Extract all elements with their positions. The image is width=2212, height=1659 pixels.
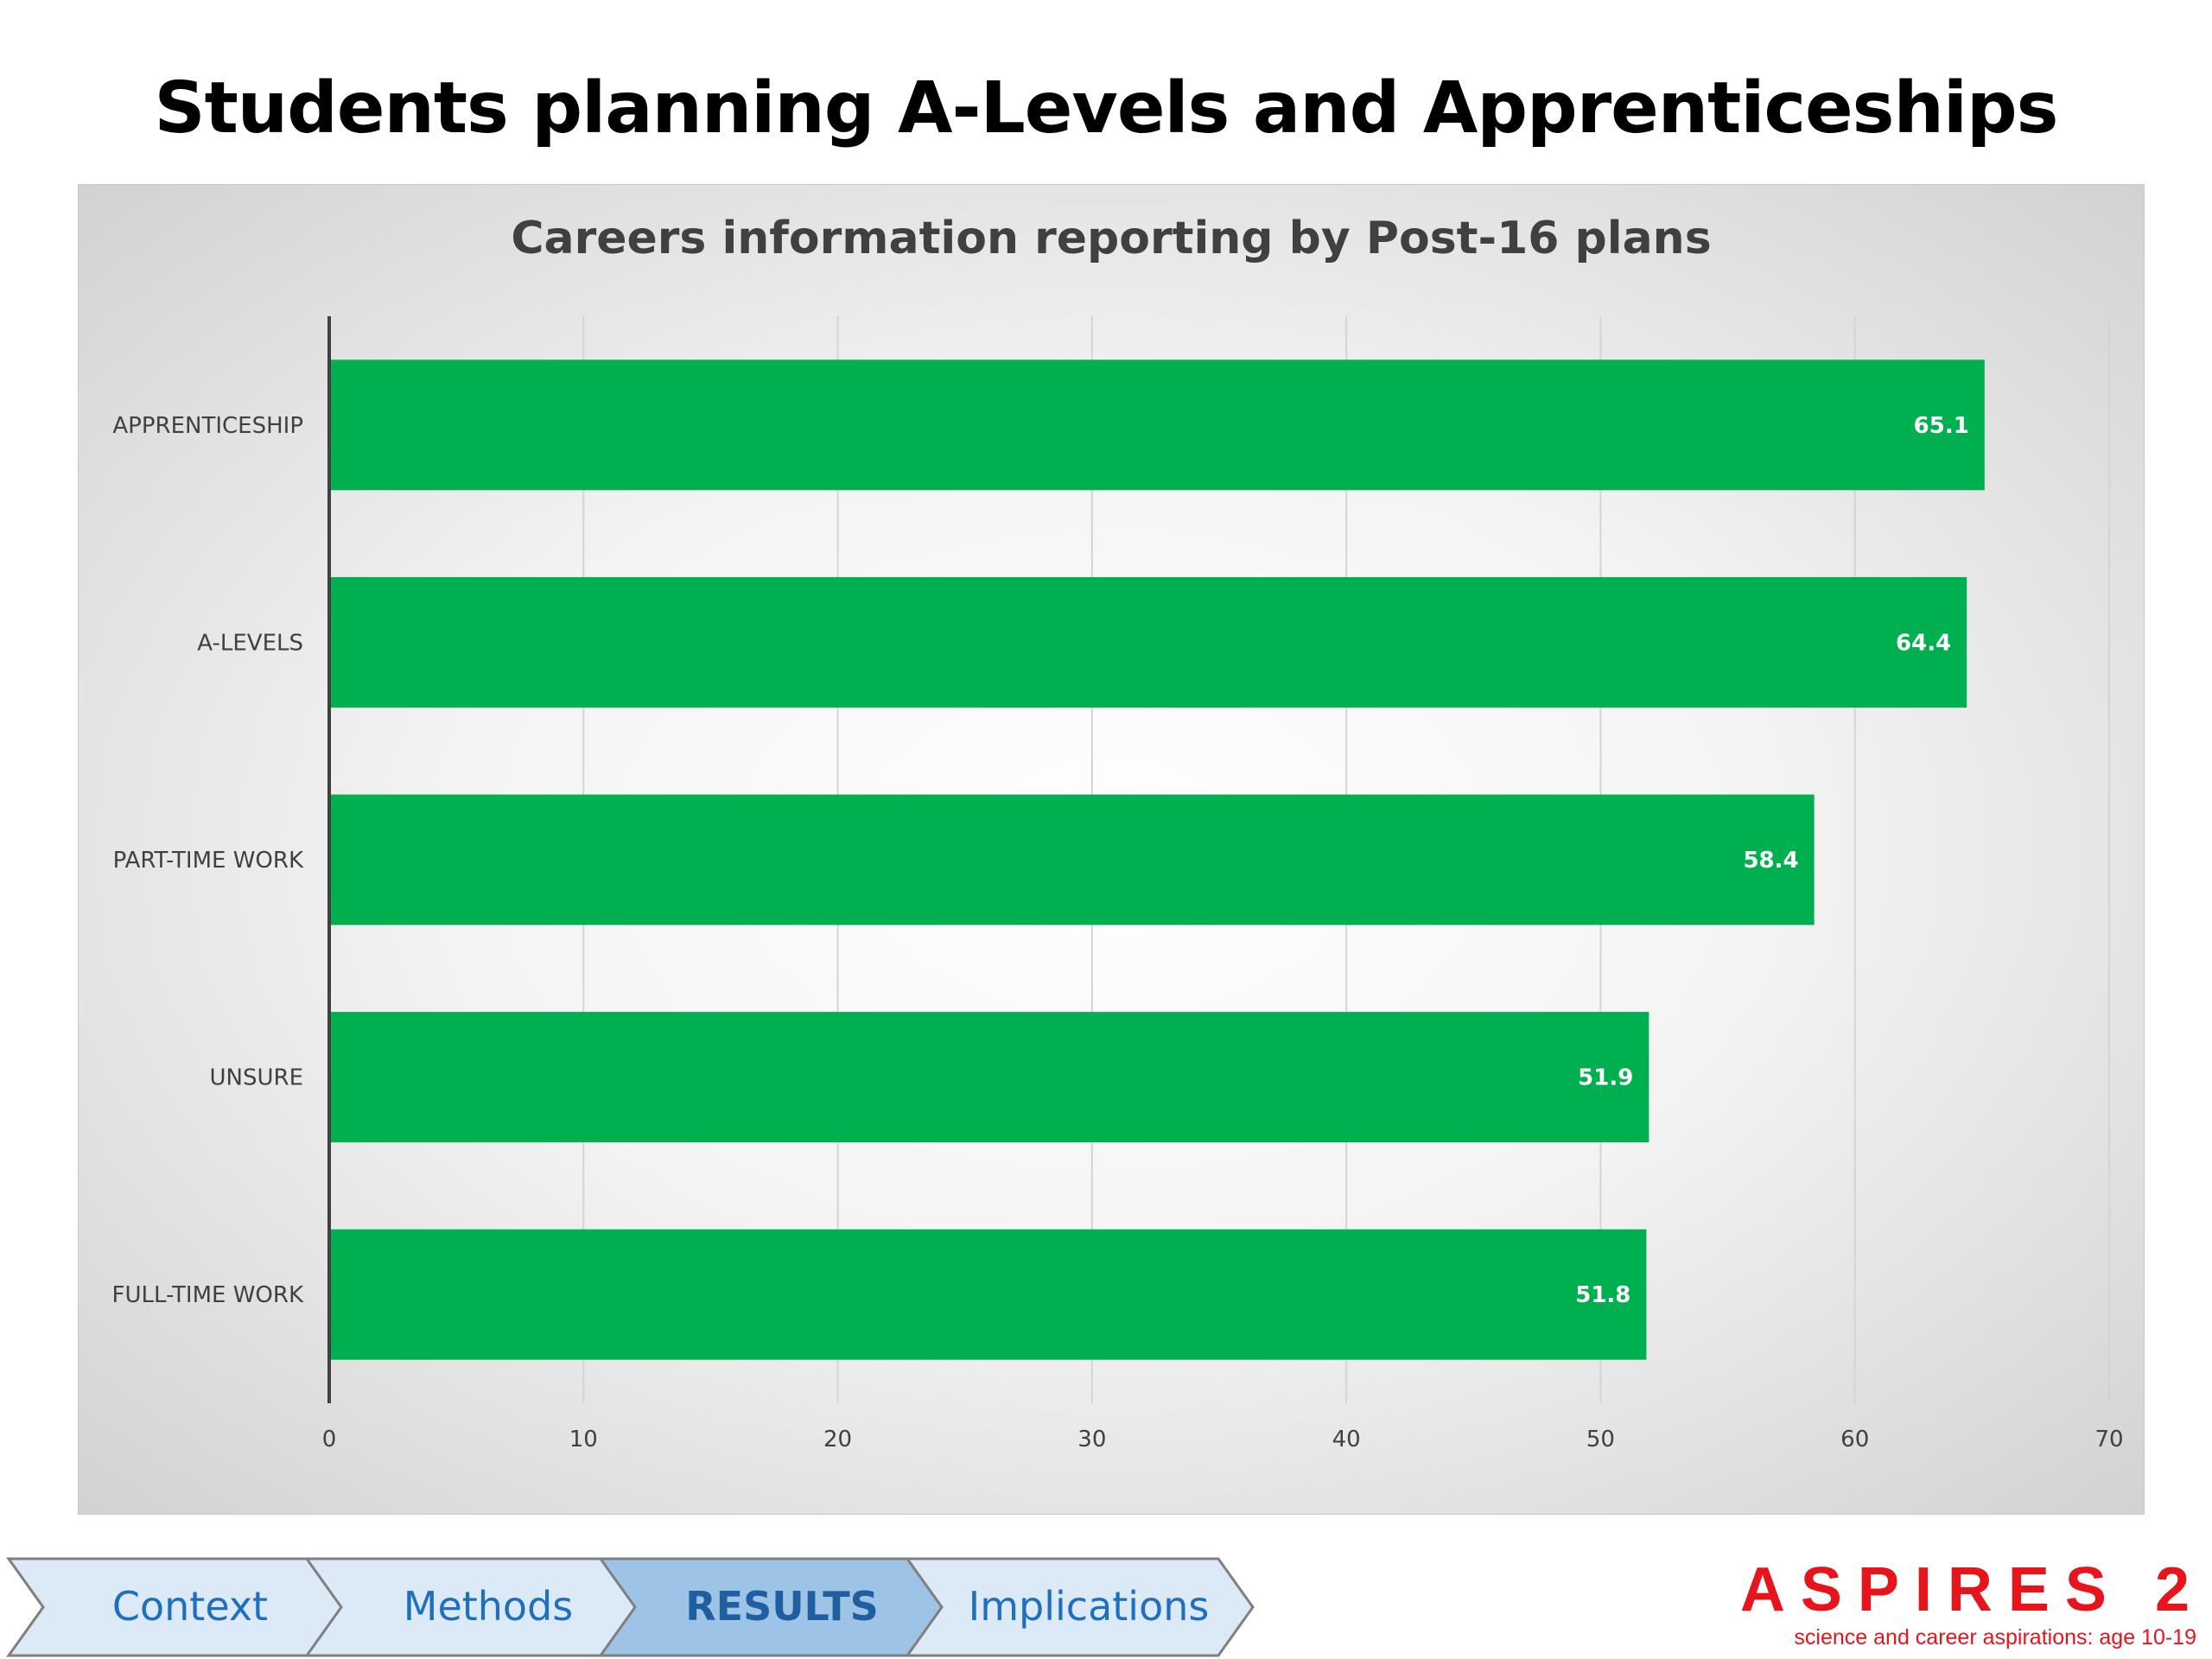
data-label: 64.4 xyxy=(1896,630,1951,656)
bar xyxy=(329,794,1815,925)
bar xyxy=(329,359,1985,491)
x-tick-label: 60 xyxy=(1840,1427,1869,1452)
x-tick-label: 70 xyxy=(2094,1427,2123,1452)
chart-panel: 0 10 20 30 40 50 60 70 APPRENTICESHIP 65.1 A-LEVEL… xyxy=(78,184,2145,1515)
x-tick-label: 10 xyxy=(569,1427,598,1452)
nav-chevron xyxy=(905,1557,1255,1657)
slide-title: Students planning A-Levels and Apprentic… xyxy=(154,67,2059,149)
bar xyxy=(329,1012,1649,1143)
nav-item-results[interactable]: RESULTS xyxy=(685,1583,879,1630)
chart-title: Careers information reporting by Post-16… xyxy=(511,213,1712,264)
nav-arrows xyxy=(6,1557,1255,1657)
category-label: APPRENTICESHIP xyxy=(112,413,303,439)
section-navigation: Context Methods RESULTS Implications xyxy=(0,1555,1279,1659)
logo-wordmark: ASPIRES 2 xyxy=(1739,1555,2205,1624)
x-tick-label: 0 xyxy=(322,1427,337,1452)
data-label: 65.1 xyxy=(1914,413,1969,439)
x-tick-label: 50 xyxy=(1586,1427,1615,1452)
x-tick-label: 20 xyxy=(823,1427,852,1452)
category-label: UNSURE xyxy=(209,1065,303,1091)
data-label: 51.9 xyxy=(1578,1065,1633,1091)
nav-item-methods[interactable]: Methods xyxy=(403,1583,574,1630)
nav-item-context[interactable]: Context xyxy=(111,1583,269,1630)
aspires-logo: ASPIRES 2 science and career aspirations… xyxy=(1713,1555,2196,1650)
x-tick-label: 30 xyxy=(1077,1427,1106,1452)
data-label: 51.8 xyxy=(1575,1282,1630,1308)
nav-item-implications[interactable]: Implications xyxy=(968,1583,1210,1630)
x-tick-label: 40 xyxy=(1332,1427,1361,1452)
bar xyxy=(329,1229,1647,1360)
logo-tagline: science and career aspirations: age 10-1… xyxy=(1794,1625,2196,1649)
category-label: A-LEVELS xyxy=(197,630,303,656)
category-label: PART-TIME WORK xyxy=(113,848,304,874)
bar-chart: 0 10 20 30 40 50 60 70 APPRENTICESHIP 65.1 A-LEVEL… xyxy=(112,316,2124,1452)
category-label: FULL-TIME WORK xyxy=(112,1282,304,1308)
bar xyxy=(329,576,1967,708)
data-label: 58.4 xyxy=(1743,848,1798,874)
